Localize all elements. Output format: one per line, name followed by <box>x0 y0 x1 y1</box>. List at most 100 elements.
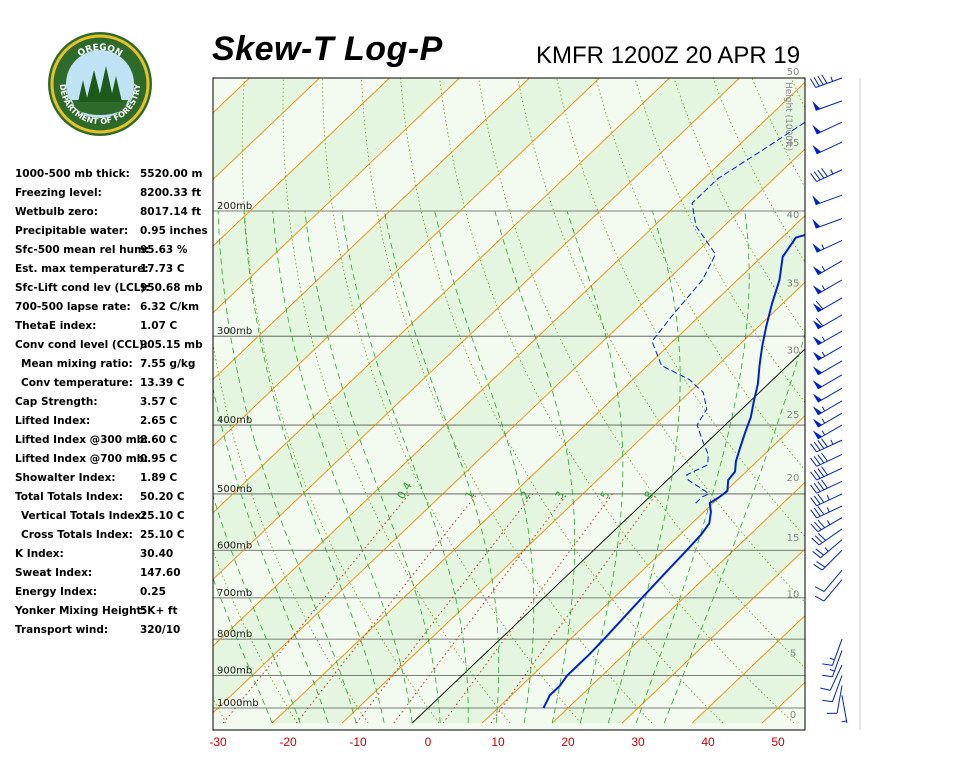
wind-barb-staff <box>829 664 843 691</box>
dewpoint-trace <box>651 121 805 504</box>
wind-barb-flag <box>810 471 818 481</box>
moist-adiabat <box>217 210 357 724</box>
moist-adiabat <box>384 210 500 724</box>
wind-barb-half-flag <box>841 720 847 723</box>
wind-barb-staff <box>817 279 843 295</box>
wind-barb-pennant <box>812 243 822 253</box>
wind-barb-staff <box>821 549 843 571</box>
dry-adiabat <box>595 78 805 471</box>
stat-value: 13.39 C <box>140 377 185 389</box>
wind-barb-flag <box>814 586 825 593</box>
wind-barb-flag <box>813 483 821 492</box>
stat-row: 700-500 lapse rate: 6.32 C/km <box>15 301 215 320</box>
height-tick-label: 10 <box>787 589 800 600</box>
stat-label: K Index: <box>15 548 64 560</box>
dry-adiabat <box>868 0 960 723</box>
wind-barb <box>822 638 843 666</box>
isotherm-band <box>832 0 960 723</box>
isotherm-band <box>213 82 805 713</box>
moist-adiabat <box>213 494 301 724</box>
isobar-label: 200mb <box>217 201 252 212</box>
wind-barb-half-flag <box>824 547 829 552</box>
stat-value: 50.20 C <box>140 491 185 503</box>
stat-row: Yonker Mixing Height: 5K+ ft <box>15 605 215 624</box>
dry-adiabat <box>832 0 960 723</box>
wind-barb <box>822 675 843 703</box>
wind-barb <box>812 360 843 376</box>
moist-adiabat <box>566 210 624 724</box>
wind-barb-flag <box>815 548 824 556</box>
wind-barb-half-flag <box>821 418 826 424</box>
wind-barb-flag <box>810 173 818 182</box>
wind-barb-pennant <box>812 218 821 229</box>
wind-barb-flag <box>817 75 824 86</box>
stat-label: Sweat Index: <box>15 567 93 579</box>
wind-barb-flag <box>820 687 831 691</box>
isobar-label: 500mb <box>217 484 252 495</box>
stat-row: Showalter Index: 1.89 C <box>15 472 215 491</box>
x-tick-label: 0 <box>425 735 432 749</box>
wind-barb-pennant <box>812 393 823 403</box>
dry-adiabat <box>556 78 805 538</box>
wind-barb-staff <box>823 569 843 592</box>
stat-value: 95.63 % <box>140 244 188 256</box>
chart-title: Skew-T Log-P <box>212 30 443 68</box>
stat-label: Wetbulb zero: <box>15 206 98 218</box>
moist-adiabat <box>607 210 681 724</box>
stat-row: K Index: 30.40 <box>15 548 215 567</box>
wind-barb-flag <box>810 443 818 453</box>
wind-barb-flag <box>812 551 821 559</box>
stat-value: 950.68 mb <box>140 282 203 294</box>
wind-barb-pennant <box>812 418 823 428</box>
wind-barb-flag <box>815 300 824 310</box>
stat-label: ThetaE index: <box>15 320 97 332</box>
wind-barb-staff <box>817 374 843 390</box>
wind-barb-flag <box>811 537 820 546</box>
stat-row: Lifted Index: 2.65 C <box>15 415 215 434</box>
wind-barb-pennant <box>812 101 821 111</box>
wind-barb-pennant <box>812 430 823 439</box>
wind-barb-flag <box>817 519 826 529</box>
stat-row: Total Totals Index: 50.20 C <box>15 491 215 510</box>
wind-barb-flag <box>813 469 821 479</box>
wind-barb-staff <box>841 695 848 724</box>
wind-barb-half-flag <box>821 336 826 342</box>
wind-barb-staff <box>817 400 843 416</box>
wind-barb <box>810 438 843 453</box>
wind-barb <box>810 493 843 507</box>
dry-adiabat <box>322 78 582 724</box>
wind-barb-flag <box>821 168 828 177</box>
wind-barbs <box>809 74 861 730</box>
wind-barb <box>814 569 843 593</box>
stat-value: 5520.00 m <box>140 168 203 180</box>
wind-barb-flag <box>821 438 828 448</box>
wind-barb-staff <box>823 579 843 602</box>
stat-row: Conv temperature: 13.39 C <box>15 377 215 396</box>
wind-barb-flag <box>813 441 821 451</box>
stat-label: Mean mixing ratio: <box>21 358 133 370</box>
wind-barb-pennant <box>812 266 823 275</box>
wind-barb-staff <box>817 387 843 403</box>
wind-barb <box>841 695 848 724</box>
stat-value: 1.07 C <box>140 320 178 332</box>
isotherm-line <box>341 281 805 724</box>
temperature-trace <box>542 233 805 709</box>
logo-top-text: OREGON <box>76 43 124 59</box>
x-tick-label: 20 <box>561 735 575 749</box>
stat-value: 8.60 C <box>140 434 178 446</box>
wind-barb-staff <box>817 424 843 440</box>
stat-value: 7.55 g/kg <box>140 358 196 370</box>
wind-barb-flag <box>809 78 817 88</box>
stat-value: 0.95 inches <box>140 225 208 237</box>
stat-label: Showalter Index: <box>15 472 116 484</box>
wind-barb-staff <box>816 439 843 453</box>
stat-value: 0.25 <box>140 586 166 598</box>
chart-subtitle: KMFR 1200Z 20 APR 19 <box>536 42 801 69</box>
stat-row: Lifted Index @300 mb: 8.60 C <box>15 434 215 453</box>
wind-barb-flag <box>817 506 825 515</box>
wind-barb-flag <box>815 317 824 327</box>
wind-barb-staff <box>816 169 843 183</box>
sounding-traces <box>542 121 805 709</box>
isobar-label: 1000mb <box>217 698 259 709</box>
